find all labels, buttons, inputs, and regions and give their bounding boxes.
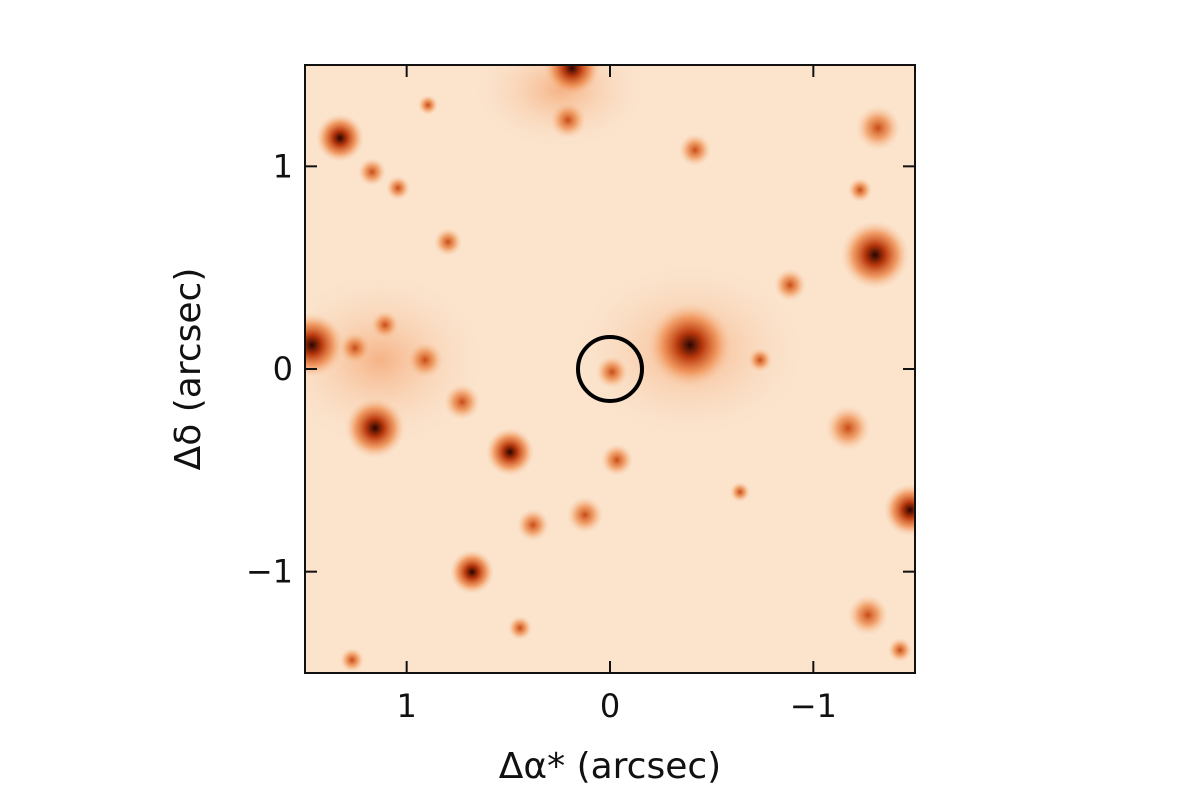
sky-image [305,65,915,673]
y-tick-label: −1 [246,553,293,591]
y-axis-label: Δδ (arcsec) [168,268,209,471]
x-tick-label: −1 [790,687,837,725]
y-tick-label: 0 [273,350,293,388]
x-tick-label: 0 [600,687,620,725]
y-tick-label: 1 [273,147,293,185]
x-tick-label: 1 [396,687,416,725]
target-marker [576,335,644,403]
x-axis-label: Δα* (arcsec) [499,746,721,787]
